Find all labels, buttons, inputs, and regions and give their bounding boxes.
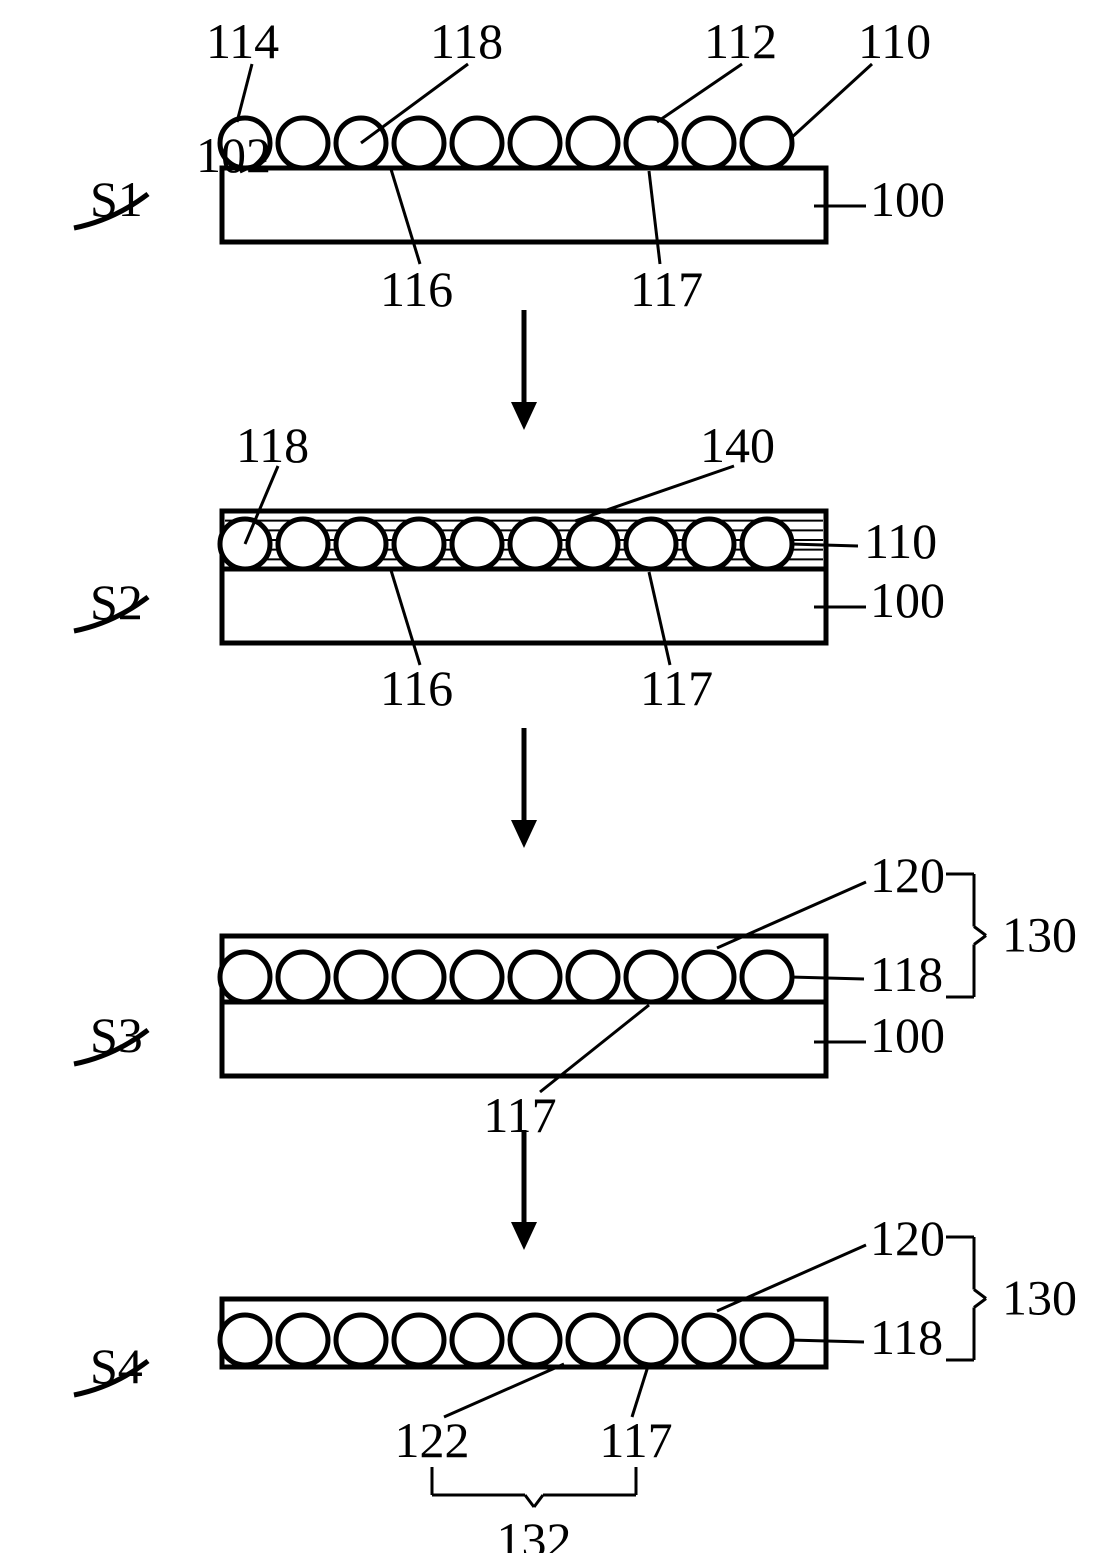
svg-text:118: 118	[870, 946, 943, 1002]
svg-text:117: 117	[630, 261, 703, 317]
step-label: S2	[90, 574, 143, 630]
svg-text:130: 130	[1002, 1270, 1077, 1326]
svg-text:100: 100	[870, 171, 945, 227]
svg-text:122: 122	[395, 1412, 470, 1468]
svg-text:117: 117	[640, 660, 713, 716]
svg-text:116: 116	[380, 660, 453, 716]
svg-text:120: 120	[870, 847, 945, 903]
step-label: S1	[90, 171, 143, 227]
svg-text:100: 100	[870, 572, 945, 628]
svg-text:120: 120	[870, 1210, 945, 1266]
svg-text:114: 114	[206, 13, 279, 69]
svg-text:140: 140	[700, 417, 775, 473]
svg-text:116: 116	[380, 261, 453, 317]
svg-text:118: 118	[236, 417, 309, 473]
svg-text:118: 118	[430, 13, 503, 69]
svg-text:117: 117	[483, 1087, 556, 1143]
svg-text:110: 110	[858, 13, 931, 69]
svg-text:118: 118	[870, 1309, 943, 1365]
svg-text:110: 110	[864, 513, 937, 569]
svg-text:130: 130	[1002, 907, 1077, 963]
step-label: S3	[90, 1007, 143, 1063]
svg-text:112: 112	[704, 13, 777, 69]
svg-text:102: 102	[196, 127, 271, 183]
svg-text:100: 100	[870, 1007, 945, 1063]
svg-text:132: 132	[497, 1512, 572, 1553]
process-flow-diagram: S1114118112110102100116117S2118140110100…	[0, 0, 1116, 1553]
svg-text:117: 117	[599, 1412, 672, 1468]
step-label: S4	[90, 1338, 143, 1394]
